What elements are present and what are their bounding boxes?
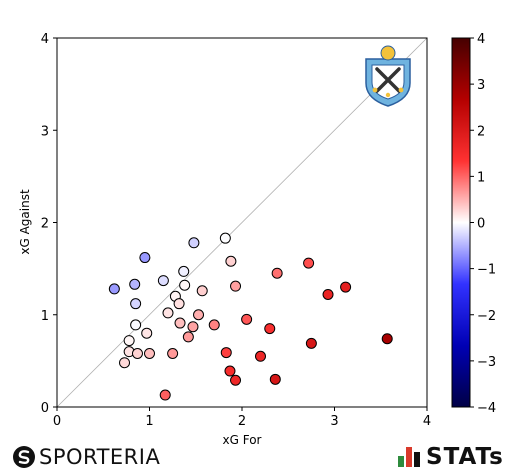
y-axis-label: xG Against [18, 189, 32, 255]
scatter-point [130, 298, 142, 310]
scatter-point [162, 307, 174, 319]
colorbar-tick-label: 1 [477, 170, 485, 185]
scatter-point [129, 278, 141, 290]
colorbar-tick-label: −1 [477, 263, 496, 278]
scatter-point [178, 265, 190, 277]
scatter-point [264, 323, 276, 335]
sporteria-wordmark: SPORTERIA [39, 445, 161, 469]
colorbar-axis: −4 −3 −2 −1 0 1 2 3 4 [470, 32, 496, 416]
scatter-point [108, 283, 120, 295]
scatter-point [340, 281, 352, 293]
scatter-point [130, 319, 142, 331]
scatter-point [179, 279, 191, 291]
diagonal-reference-line [56, 37, 428, 408]
colorbar-tick-label: −2 [477, 309, 496, 324]
scatter-point [381, 333, 393, 345]
scatter-point [303, 257, 315, 269]
x-tick-label: 2 [238, 414, 246, 429]
x-axis: 0 1 2 3 4 [53, 407, 431, 429]
y-axis: 0 1 2 3 4 [41, 32, 57, 416]
colorbar [451, 37, 471, 408]
scatter-point [230, 280, 242, 292]
scatter-point [119, 357, 131, 369]
colorbar-tick-label: −3 [477, 355, 496, 370]
stats-wordmark: STATs [426, 444, 504, 470]
scatter-point [193, 309, 205, 321]
scatter-point [230, 374, 242, 386]
scatter-point [220, 347, 232, 359]
scatter-point [255, 350, 266, 362]
scatter-point [139, 252, 151, 264]
scatter-point [131, 347, 143, 359]
scatter-point [224, 365, 236, 377]
scatter-point [188, 237, 200, 249]
colorbar-tick-label: −4 [477, 401, 496, 416]
scatter-point [167, 347, 179, 359]
sporteria-logo: SPORTERIA [12, 444, 160, 470]
scatter-point [182, 331, 194, 343]
y-tick-label: 1 [41, 309, 49, 324]
colorbar-tick-label: 3 [477, 78, 485, 93]
scatter-point [187, 321, 199, 333]
y-tick-label: 3 [41, 124, 49, 139]
scatter-point [241, 313, 253, 325]
scatter-point [196, 285, 208, 297]
team-crest-logo [365, 45, 411, 107]
y-tick-label: 0 [41, 401, 49, 416]
scatter-point [305, 337, 317, 349]
stats-logo: STATs [398, 444, 504, 470]
colorbar-tick-label: 4 [477, 32, 485, 47]
scatter-point [173, 298, 185, 310]
scatter-point [174, 317, 186, 329]
x-axis-label: xG For [223, 433, 262, 447]
x-tick-label: 4 [423, 414, 431, 429]
x-tick-label: 1 [145, 414, 153, 429]
scatter-point [157, 275, 169, 287]
scatter-point [271, 267, 283, 279]
y-tick-label: 4 [41, 32, 49, 47]
scatter-point [322, 288, 334, 300]
colorbar-tick-label: 2 [477, 124, 485, 139]
sporteria-mark-icon [13, 446, 35, 468]
scatter-point [219, 232, 231, 244]
scatter-point [208, 319, 220, 331]
scatter-point [269, 373, 281, 385]
scatter-point [144, 347, 155, 359]
scatter-point [159, 389, 171, 401]
scatter-point [123, 335, 135, 347]
x-tick-label: 3 [330, 414, 338, 429]
scatter-point [225, 255, 237, 267]
points-layer [108, 232, 393, 401]
scatter-point [141, 327, 153, 339]
y-tick-label: 2 [41, 217, 49, 232]
colorbar-tick-label: 0 [477, 217, 485, 232]
stats-mark-icon [398, 447, 420, 467]
x-tick-label: 0 [53, 414, 61, 429]
